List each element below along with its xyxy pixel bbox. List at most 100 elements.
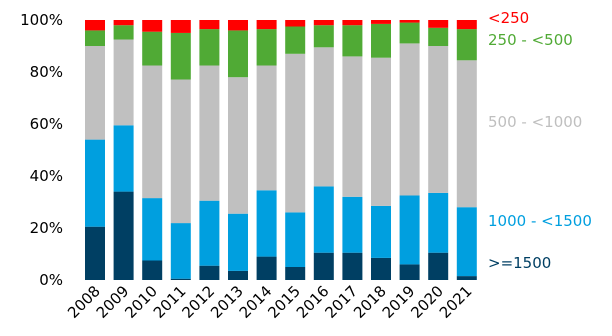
bar-segment bbox=[428, 252, 449, 280]
bar-stack bbox=[85, 20, 105, 280]
bar-segment bbox=[285, 212, 306, 267]
y-tick-label: 80% bbox=[30, 63, 63, 81]
bar-segment bbox=[399, 20, 420, 23]
bar-segment bbox=[371, 23, 391, 58]
x-tick-label: 2011 bbox=[150, 282, 190, 322]
bar-segment bbox=[313, 252, 334, 280]
bar-segment bbox=[228, 20, 248, 31]
bar-segment bbox=[142, 65, 163, 199]
x-tick-label: 2020 bbox=[407, 282, 447, 322]
bar-segment bbox=[285, 267, 306, 280]
bar-stack bbox=[199, 20, 220, 280]
x-tick-label: 2008 bbox=[64, 282, 104, 322]
bar-segment bbox=[85, 139, 105, 227]
bar-segment bbox=[285, 26, 306, 54]
bar-segment bbox=[342, 20, 363, 26]
bar-segment bbox=[228, 270, 248, 280]
bar-segment bbox=[313, 20, 334, 26]
bar-segment bbox=[371, 257, 391, 280]
bar-segment bbox=[256, 20, 277, 30]
bar-segment bbox=[456, 207, 477, 277]
bar-stack bbox=[113, 20, 134, 280]
y-tick-label: 0% bbox=[39, 271, 63, 289]
bar-segment bbox=[313, 25, 334, 48]
bar-segment bbox=[428, 27, 449, 46]
bar-segment bbox=[113, 20, 134, 26]
bar-segment bbox=[199, 65, 220, 201]
bar-segment bbox=[342, 252, 363, 280]
bar-segment bbox=[142, 20, 163, 32]
bar-segment bbox=[371, 20, 391, 24]
bar-segment bbox=[85, 46, 105, 140]
bar-segment bbox=[199, 20, 220, 30]
x-axis: 2008200920102011201220132014201520162017… bbox=[64, 282, 476, 322]
bar-stack bbox=[399, 20, 420, 280]
bar-segment bbox=[456, 276, 477, 280]
x-tick-label: 2017 bbox=[321, 282, 361, 322]
bar-segment bbox=[456, 20, 477, 30]
y-tick-label: 100% bbox=[20, 11, 63, 29]
bar-stack bbox=[170, 20, 191, 280]
legend-entry: 250 - <500 bbox=[488, 31, 573, 49]
bar-segment bbox=[371, 205, 391, 258]
legend-entry: <250 bbox=[488, 9, 529, 27]
bar-stack bbox=[456, 20, 477, 280]
x-tick-label: 2012 bbox=[178, 282, 218, 322]
bar-segment bbox=[170, 79, 191, 224]
legend-entry: 500 - <1000 bbox=[488, 113, 582, 131]
bar-segment bbox=[456, 60, 477, 208]
y-tick-label: 20% bbox=[30, 219, 63, 237]
x-tick-label: 2014 bbox=[236, 282, 276, 322]
bar-segment bbox=[285, 53, 306, 213]
y-tick-label: 40% bbox=[30, 167, 63, 185]
bar-segment bbox=[456, 29, 477, 61]
bar-segment bbox=[113, 25, 134, 40]
legend-entry: >=1500 bbox=[488, 254, 551, 272]
bar-segment bbox=[113, 191, 134, 280]
bar-segment bbox=[170, 223, 191, 279]
bar-segment bbox=[142, 198, 163, 261]
bar-stack bbox=[142, 20, 163, 280]
bar-segment bbox=[342, 196, 363, 253]
bar-segment bbox=[113, 125, 134, 192]
bar-segment bbox=[170, 278, 191, 280]
bar-segment bbox=[428, 46, 449, 193]
bar-segment bbox=[256, 190, 277, 257]
bar-segment bbox=[342, 56, 363, 197]
x-tick-label: 2015 bbox=[264, 282, 304, 322]
bar-segment bbox=[256, 65, 277, 191]
bar-segment bbox=[256, 29, 277, 66]
bar-segment bbox=[342, 25, 363, 57]
bar-segment bbox=[313, 47, 334, 187]
x-tick-label: 2018 bbox=[350, 282, 390, 322]
bar-stack bbox=[371, 20, 391, 280]
bar-segment bbox=[313, 186, 334, 253]
y-tick-label: 60% bbox=[30, 115, 63, 133]
bar-segment bbox=[199, 200, 220, 266]
bar-stack bbox=[428, 20, 449, 280]
legend-entry: 1000 - <1500 bbox=[488, 212, 592, 230]
bar-segment bbox=[142, 260, 163, 280]
bar-segment bbox=[285, 20, 306, 27]
bar-stack bbox=[342, 20, 363, 280]
bar-segment bbox=[428, 20, 449, 28]
bar-segment bbox=[228, 213, 248, 271]
y-axis: 0% 20% 40% 60% 80% 100% bbox=[20, 11, 63, 289]
x-tick-label: 2016 bbox=[293, 282, 333, 322]
bar-segment bbox=[228, 77, 248, 214]
bar-stack bbox=[313, 20, 334, 280]
x-tick-label: 2019 bbox=[379, 282, 419, 322]
bar-stack bbox=[256, 20, 277, 280]
bar-segment bbox=[199, 29, 220, 66]
bar-segment bbox=[371, 57, 391, 206]
bar-segment bbox=[399, 43, 420, 196]
legend: >=1500 1000 - <1500 500 - <1000 250 - <500 <… bbox=[488, 9, 592, 272]
bar-segment bbox=[85, 20, 105, 31]
bar-segment bbox=[85, 226, 105, 280]
x-tick-label: 2013 bbox=[207, 282, 247, 322]
bar-segment bbox=[85, 30, 105, 46]
bar-segment bbox=[142, 31, 163, 66]
bar-segment bbox=[399, 195, 420, 265]
bars bbox=[85, 20, 477, 280]
